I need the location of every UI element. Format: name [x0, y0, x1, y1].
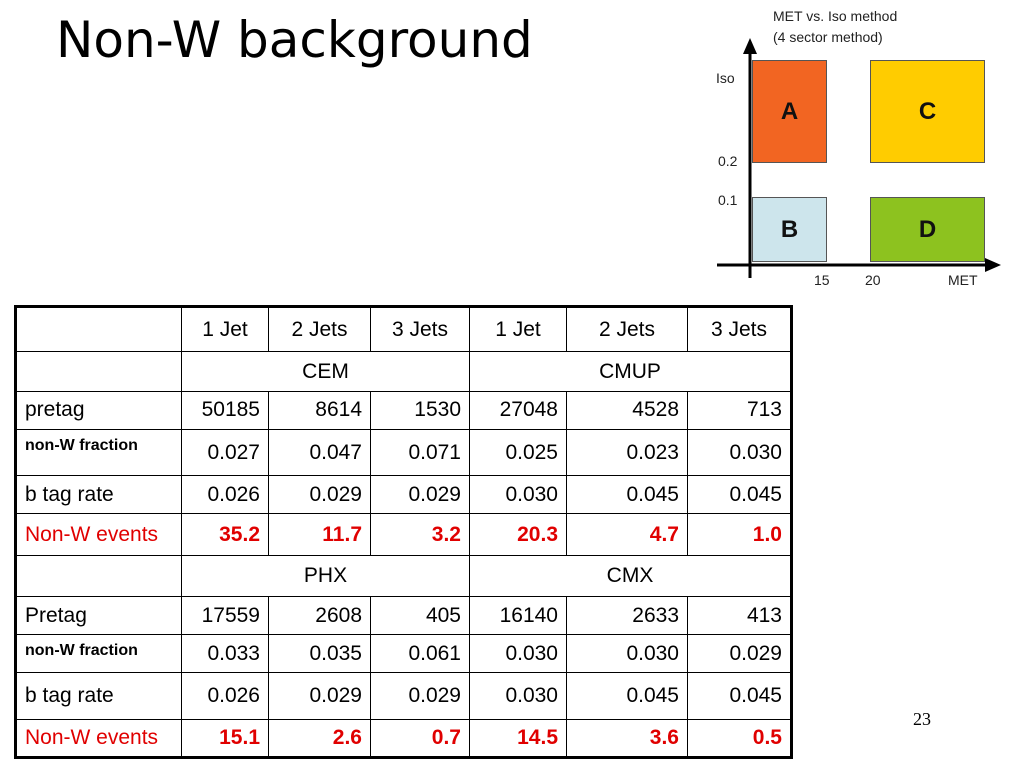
table-cell: 1530 [370, 390, 470, 430]
table-cell: 0.047 [268, 428, 371, 477]
x-axis-label: MET [948, 272, 978, 288]
row-label: non-W fraction [15, 428, 182, 477]
table-cell: 0.026 [181, 475, 269, 515]
table-cell: 0.030 [687, 428, 792, 477]
table-cell: 0.025 [469, 428, 567, 477]
x-tick-label: 20 [865, 272, 881, 288]
table-cell: 0.029 [687, 634, 792, 674]
table-cell: 1.0 [687, 513, 792, 556]
table-cell: 0.029 [268, 475, 371, 515]
region-c: C [870, 60, 985, 163]
table-cell: 3.6 [566, 718, 688, 759]
met-iso-diagram: MET vs. Iso method (4 sector method) Iso… [705, 0, 1005, 292]
table-row: Non-W events 15.1 2.6 0.7 14.5 3.6 0.5 [15, 718, 792, 759]
table-cell: 0.045 [687, 475, 792, 515]
table-cell: 17559 [181, 595, 269, 636]
table-row: b tag rate 0.026 0.029 0.029 0.030 0.045 0.045 [15, 475, 792, 515]
table-cell: 15.1 [181, 718, 269, 759]
table-body: 1 Jet 2 Jets 3 Jets 1 Jet 2 Jets 3 Jets CEM CMU… [15, 305, 792, 759]
table-cell: 8614 [268, 390, 371, 430]
group-header: CMX [469, 554, 792, 597]
table-cell: 20.3 [469, 513, 567, 556]
region-a: A [752, 60, 827, 163]
group-header: CMUP [469, 351, 792, 392]
table-cell: 0.061 [370, 634, 470, 674]
row-label: Pretag [15, 595, 182, 636]
table-cell: 0.030 [469, 672, 567, 720]
table-cell: 0.045 [566, 475, 688, 515]
group-header: CEM [181, 351, 470, 392]
table-cell: 0.030 [566, 634, 688, 674]
row-label: b tag rate [15, 672, 182, 720]
table-cell: 0.045 [566, 672, 688, 720]
table-cell: 3.2 [370, 513, 470, 556]
table-cell: 0.035 [268, 634, 371, 674]
region-b: B [752, 197, 827, 262]
table-cell: 2633 [566, 595, 688, 636]
group-header-row: PHX CMX [15, 554, 792, 597]
table-cell: 0.5 [687, 718, 792, 759]
group-header-row: CEM CMUP [15, 351, 792, 392]
column-header: 1 Jet [469, 305, 567, 353]
table-row: non-W fraction 0.027 0.047 0.071 0.025 0.023 0… [15, 428, 792, 477]
table-cell: 35.2 [181, 513, 269, 556]
row-label: Non-W events [15, 718, 182, 759]
table-cell: 0.023 [566, 428, 688, 477]
table-cell: 0.045 [687, 672, 792, 720]
table-cell: 2608 [268, 595, 371, 636]
y-tick-label: 0.1 [718, 192, 738, 208]
table-cell: 413 [687, 595, 792, 636]
diagram-title-line1: MET vs. Iso method [773, 8, 898, 24]
table-cell: 713 [687, 390, 792, 430]
column-header: 2 Jets [268, 305, 371, 353]
table-row: Non-W events 35.2 11.7 3.2 20.3 4.7 1.0 [15, 513, 792, 556]
table-cell: 4528 [566, 390, 688, 430]
table-cell: 0.7 [370, 718, 470, 759]
column-header: 2 Jets [566, 305, 688, 353]
row-label: Non-W events [15, 513, 182, 556]
row-label: pretag [15, 390, 182, 430]
region-d: D [870, 197, 985, 262]
table-cell: 27048 [469, 390, 567, 430]
table-cell: 405 [370, 595, 470, 636]
header-corner-cell [15, 305, 182, 353]
diagram-axes [717, 38, 1001, 278]
group-corner-cell [15, 554, 182, 597]
table-cell: 14.5 [469, 718, 567, 759]
table-cell: 0.029 [370, 672, 470, 720]
table-row: b tag rate 0.026 0.029 0.029 0.030 0.045 0.045 [15, 672, 792, 720]
table-cell: 0.033 [181, 634, 269, 674]
x-tick-label: 15 [814, 272, 830, 288]
table-row: non-W fraction 0.033 0.035 0.061 0.030 0.030 0… [15, 634, 792, 674]
column-header-row: 1 Jet 2 Jets 3 Jets 1 Jet 2 Jets 3 Jets [15, 305, 792, 353]
table-cell: 0.027 [181, 428, 269, 477]
table-row: Pretag 17559 2608 405 16140 2633 413 [15, 595, 792, 636]
table-cell: 4.7 [566, 513, 688, 556]
y-tick-label: 0.2 [718, 153, 738, 169]
table-cell: 16140 [469, 595, 567, 636]
diagram-title-line2: (4 sector method) [773, 29, 883, 45]
table-cell: 0.026 [181, 672, 269, 720]
group-header: PHX [181, 554, 470, 597]
column-header: 3 Jets [370, 305, 470, 353]
column-header: 1 Jet [181, 305, 269, 353]
table-cell: 0.029 [370, 475, 470, 515]
column-header: 3 Jets [687, 305, 792, 353]
table-cell: 0.030 [469, 475, 567, 515]
slide-number: 23 [913, 709, 931, 729]
table-cell: 2.6 [268, 718, 371, 759]
y-axis-label: Iso [716, 70, 735, 86]
row-label: non-W fraction [15, 634, 182, 674]
table-cell: 0.030 [469, 634, 567, 674]
table-cell: 0.071 [370, 428, 470, 477]
table-row: pretag 50185 8614 1530 27048 4528 713 [15, 390, 792, 430]
table-cell: 11.7 [268, 513, 371, 556]
slide-title: Non-W background [56, 11, 533, 69]
table-cell: 0.029 [268, 672, 371, 720]
group-corner-cell [15, 351, 182, 392]
non-w-background-table: 1 Jet 2 Jets 3 Jets 1 Jet 2 Jets 3 Jets CEM CMU… [14, 305, 793, 759]
table-cell: 50185 [181, 390, 269, 430]
row-label: b tag rate [15, 475, 182, 515]
